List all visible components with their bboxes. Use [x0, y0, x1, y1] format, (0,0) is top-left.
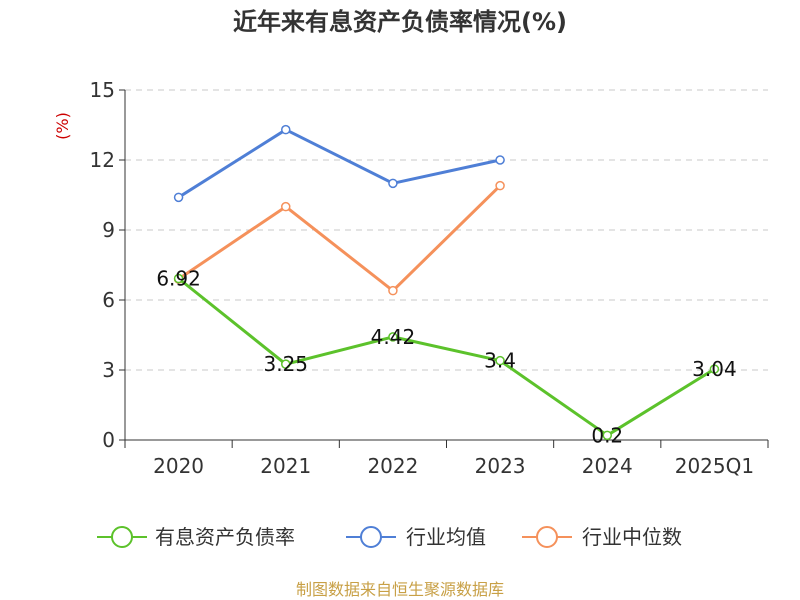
data-point-0-2023 — [495, 355, 505, 366]
data-point-2-2023 — [495, 180, 505, 191]
data-labels: 6.92 3.25 4.42 3.4 0.2 3.04 — [156, 267, 736, 448]
legend-marker-1 — [360, 526, 382, 548]
data-label-2024: 0.2 — [591, 423, 623, 447]
axes: 0 3 6 9 12 15 2020 2021 2022 2023 2024 2025Q1 — [90, 78, 769, 478]
series-line-1 — [177, 128, 501, 199]
data-point-1-2022 — [388, 178, 398, 189]
data-label-2020: 6.92 — [156, 267, 201, 291]
grid — [125, 89, 768, 371]
data-point-1-2023 — [495, 155, 505, 165]
legend-marker-2 — [536, 526, 558, 548]
legend-label-2: 行业中位数 — [582, 525, 682, 549]
data-point-0-2021 — [281, 359, 291, 369]
legend-marker-0 — [111, 526, 133, 548]
data-point-1-2020 — [173, 192, 184, 203]
data-point-1-2021 — [281, 124, 291, 135]
data-label-2021: 3.25 — [263, 352, 308, 376]
data-point-0-2020 — [173, 273, 184, 284]
series-line-2 — [177, 184, 502, 293]
y-tick-label-6: 6 — [102, 288, 115, 312]
x-tick-label-2024: 2024 — [582, 454, 633, 478]
x-tick-label-2025Q1: 2025Q1 — [675, 454, 754, 478]
x-tick-label-2021: 2021 — [260, 454, 311, 478]
series — [173, 124, 720, 441]
x-tick-label-2022: 2022 — [367, 454, 418, 478]
y-tick-label-0: 0 — [102, 428, 115, 452]
data-label-2022: 4.42 — [371, 325, 416, 349]
y-tick-label-9: 9 — [102, 218, 115, 242]
data-label-2023: 3.4 — [484, 349, 516, 373]
data-point-2-2021 — [281, 201, 291, 212]
data-point-2-2022 — [388, 285, 398, 296]
y-tick-label-12: 12 — [90, 148, 115, 172]
x-tick-label-2023: 2023 — [475, 454, 526, 478]
legend: 有息资产负债率 行业均值 行业中位数 — [97, 525, 682, 549]
legend-label-0: 有息资产负债率 — [155, 525, 295, 549]
source-note: 制图数据来自恒生聚源数据库 — [296, 580, 504, 599]
series-line-0 — [177, 277, 716, 437]
y-tick-label-15: 15 — [90, 78, 115, 102]
data-point-0-2024 — [602, 430, 612, 441]
legend-label-1: 行业均值 — [406, 525, 486, 549]
chart-title: 近年来有息资产负债率情况(%) — [233, 8, 567, 36]
data-label-2025Q1: 3.04 — [692, 357, 737, 381]
data-point-0-2025Q1 — [709, 364, 720, 374]
x-tick-label-2020: 2020 — [153, 454, 204, 478]
y-unit-label: (%) — [53, 112, 72, 140]
data-point-0-2022 — [388, 332, 398, 342]
y-tick-label-3: 3 — [102, 358, 115, 382]
